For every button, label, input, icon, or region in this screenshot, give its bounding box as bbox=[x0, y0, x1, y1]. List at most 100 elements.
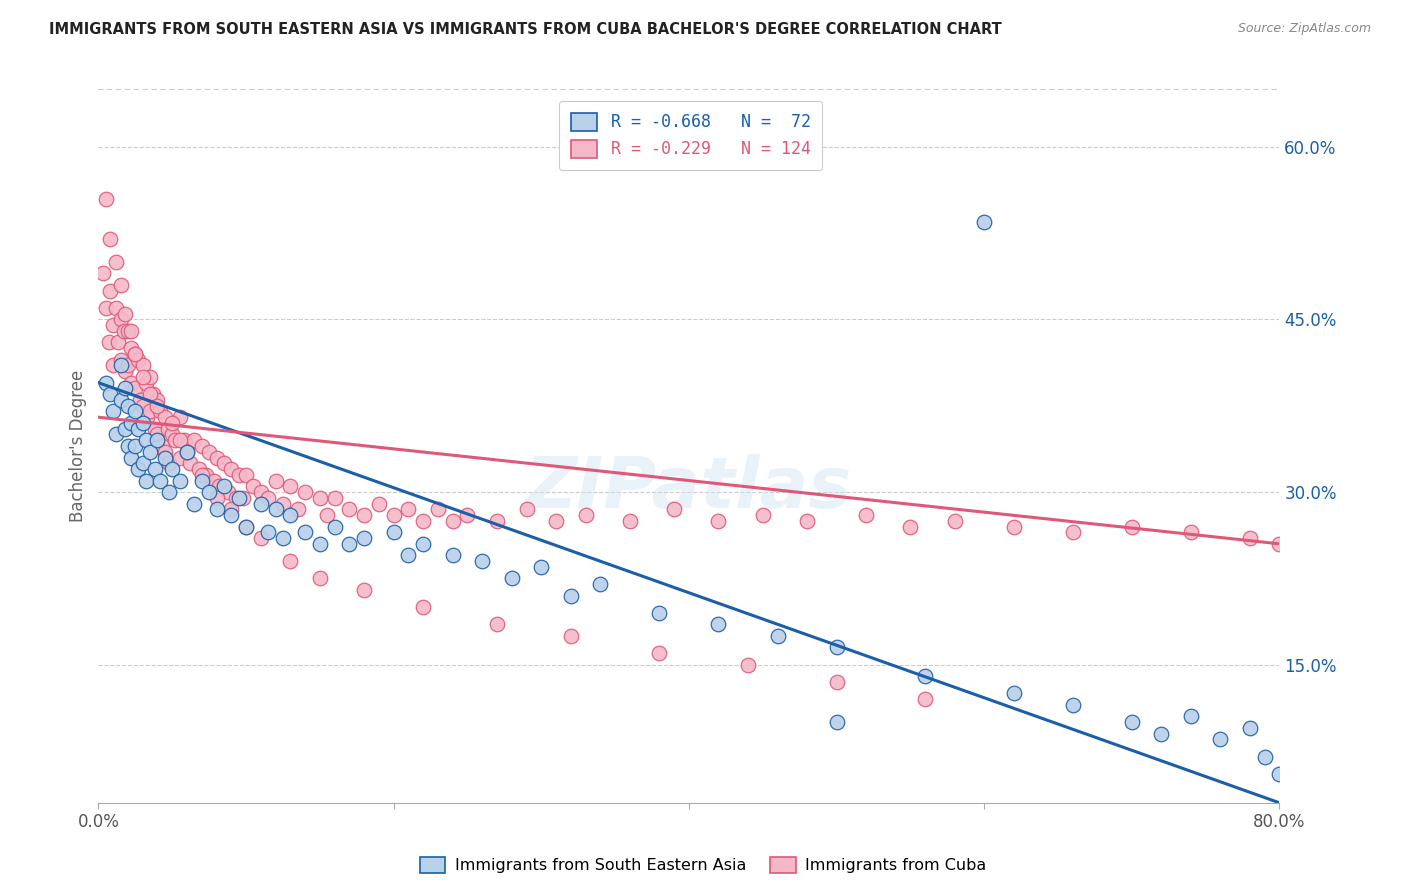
Point bbox=[146, 427, 169, 442]
Point bbox=[368, 497, 391, 511]
Point bbox=[294, 485, 316, 500]
Point bbox=[205, 502, 228, 516]
Point bbox=[516, 502, 538, 516]
Point bbox=[235, 519, 257, 533]
Point bbox=[176, 444, 198, 458]
Point bbox=[105, 427, 128, 442]
Point bbox=[139, 387, 162, 401]
Point bbox=[250, 531, 273, 545]
Point bbox=[169, 474, 191, 488]
Point bbox=[135, 376, 157, 390]
Point bbox=[471, 554, 494, 568]
Point bbox=[264, 502, 287, 516]
Point bbox=[114, 307, 136, 321]
Point bbox=[398, 502, 420, 516]
Point bbox=[94, 192, 117, 206]
Point bbox=[110, 359, 132, 373]
Point bbox=[648, 606, 671, 620]
Point bbox=[124, 404, 146, 418]
Point bbox=[157, 456, 180, 470]
Point bbox=[135, 434, 157, 448]
Point bbox=[1062, 698, 1084, 712]
Point bbox=[117, 439, 139, 453]
Point bbox=[382, 525, 405, 540]
Point bbox=[353, 582, 375, 597]
Point bbox=[412, 514, 434, 528]
Point bbox=[217, 485, 239, 500]
Point bbox=[973, 214, 995, 228]
Point bbox=[117, 359, 139, 373]
Point bbox=[339, 537, 361, 551]
Point bbox=[796, 514, 818, 528]
Point bbox=[165, 434, 187, 448]
Point bbox=[855, 508, 877, 522]
Point bbox=[914, 669, 936, 683]
Point bbox=[139, 370, 162, 384]
Point bbox=[1254, 749, 1277, 764]
Point bbox=[132, 359, 155, 373]
Point bbox=[242, 479, 264, 493]
Point bbox=[183, 434, 205, 448]
Point bbox=[94, 301, 117, 315]
Point bbox=[176, 439, 198, 453]
Point bbox=[1002, 686, 1025, 700]
Point bbox=[353, 508, 375, 522]
Point bbox=[110, 277, 132, 292]
Point bbox=[257, 491, 280, 505]
Point bbox=[619, 514, 641, 528]
Point bbox=[271, 531, 294, 545]
Point bbox=[412, 537, 434, 551]
Point bbox=[323, 519, 346, 533]
Point bbox=[825, 675, 848, 690]
Point bbox=[309, 571, 332, 585]
Point bbox=[105, 255, 128, 269]
Point bbox=[157, 485, 180, 500]
Point bbox=[560, 629, 582, 643]
Point bbox=[664, 502, 686, 516]
Point bbox=[176, 444, 198, 458]
Point bbox=[124, 381, 146, 395]
Point bbox=[707, 514, 730, 528]
Point bbox=[139, 404, 162, 418]
Point bbox=[287, 502, 309, 516]
Point bbox=[103, 404, 125, 418]
Point bbox=[427, 502, 450, 516]
Point bbox=[132, 416, 155, 430]
Point bbox=[221, 462, 243, 476]
Point bbox=[575, 508, 598, 522]
Point bbox=[309, 537, 332, 551]
Point bbox=[398, 549, 420, 563]
Point bbox=[250, 497, 273, 511]
Point bbox=[441, 514, 464, 528]
Point bbox=[441, 549, 464, 563]
Point bbox=[114, 422, 136, 436]
Point bbox=[232, 491, 254, 505]
Point bbox=[117, 399, 139, 413]
Point bbox=[339, 502, 361, 516]
Text: Source: ZipAtlas.com: Source: ZipAtlas.com bbox=[1237, 22, 1371, 36]
Point bbox=[228, 491, 250, 505]
Point bbox=[257, 525, 280, 540]
Point bbox=[221, 502, 243, 516]
Point bbox=[501, 571, 523, 585]
Point bbox=[132, 456, 155, 470]
Point bbox=[98, 284, 121, 298]
Point bbox=[221, 508, 243, 522]
Point bbox=[205, 450, 228, 465]
Point bbox=[132, 370, 155, 384]
Point bbox=[943, 514, 966, 528]
Y-axis label: Bachelor's Degree: Bachelor's Degree bbox=[69, 370, 87, 522]
Point bbox=[150, 439, 173, 453]
Point bbox=[136, 410, 159, 425]
Point bbox=[153, 410, 176, 425]
Point bbox=[737, 657, 759, 672]
Point bbox=[114, 381, 136, 395]
Point bbox=[143, 462, 166, 476]
Point bbox=[235, 467, 257, 482]
Point bbox=[353, 531, 375, 545]
Point bbox=[98, 232, 121, 246]
Point bbox=[127, 352, 149, 367]
Point bbox=[1121, 519, 1143, 533]
Point bbox=[1150, 727, 1173, 741]
Point bbox=[202, 474, 225, 488]
